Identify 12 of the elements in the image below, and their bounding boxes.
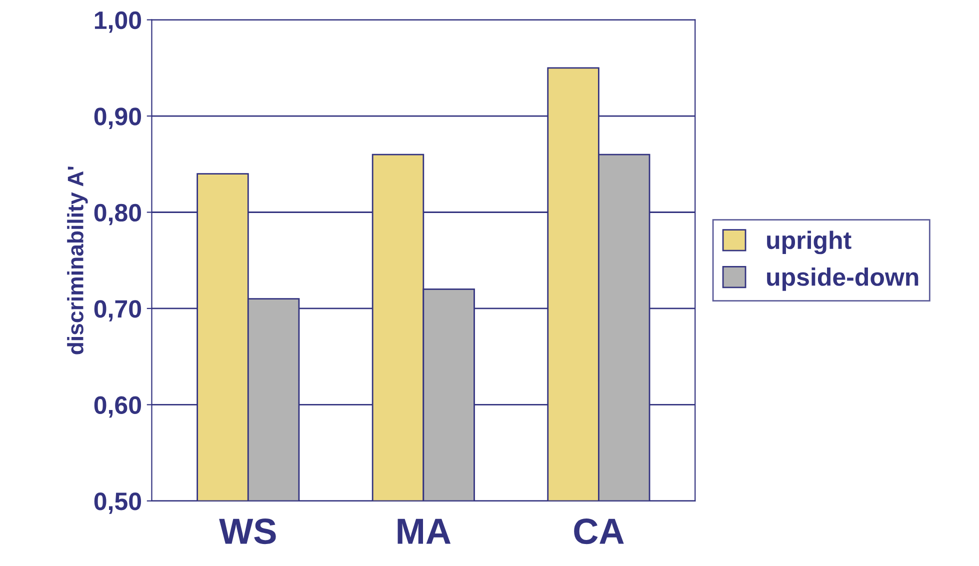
x-tick-label: MA: [398, 518, 451, 544]
y-tick-label: 0,80: [94, 204, 142, 226]
x-tick-label: CA: [574, 518, 624, 544]
y-axis-title: discriminability A': [67, 166, 88, 354]
x-tick-label: WS: [219, 518, 276, 544]
y-tick-label: 0,90: [94, 108, 142, 129]
y-tick-label: 0,50: [94, 492, 142, 514]
y-tick-label: 0,60: [94, 396, 142, 418]
y-tick-label: 1,00: [94, 11, 142, 33]
legend-label: upright: [767, 230, 852, 254]
y-tick-label: 0,70: [94, 300, 142, 322]
legend-label: upside-down: [767, 268, 918, 291]
